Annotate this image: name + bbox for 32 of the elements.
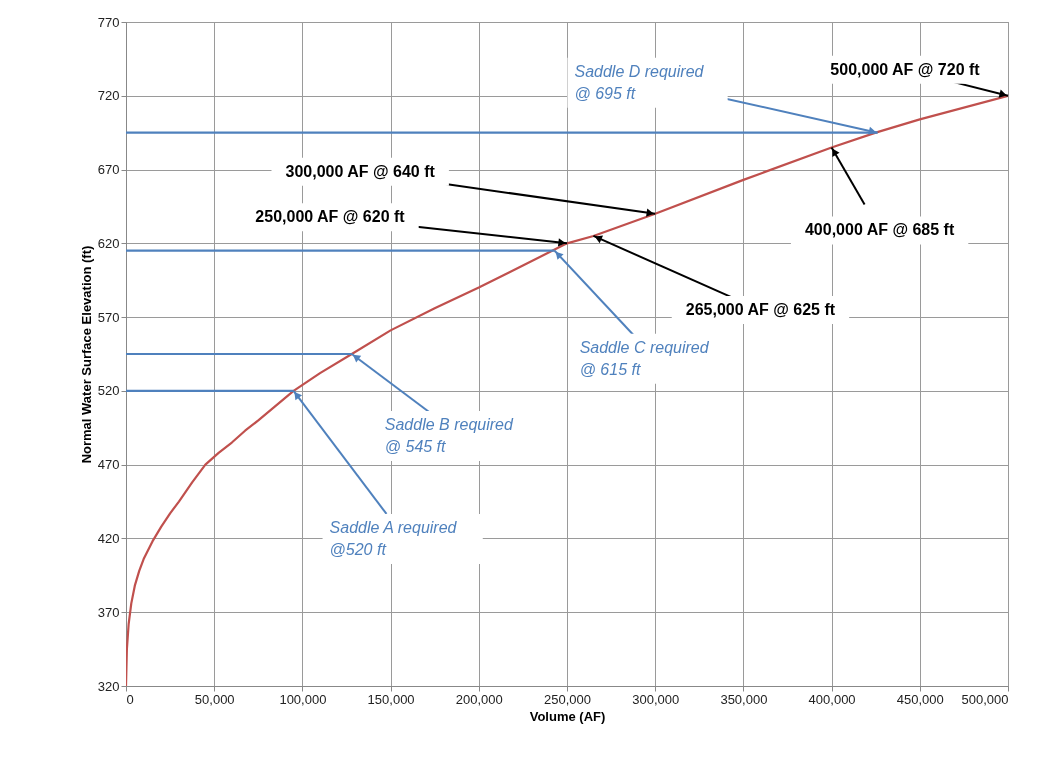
- y-tick-label: 320: [97, 678, 120, 694]
- y-tick-label: 770: [97, 14, 120, 30]
- annotation: Saddle A required @520 ft: [329, 518, 458, 558]
- x-tick-label: 250,000: [544, 691, 591, 707]
- annotation: Saddle C required @ 615 ft: [579, 338, 710, 378]
- annotation: 250,000 AF @ 620 ft: [255, 208, 406, 226]
- annotation: 265,000 AF @ 625 ft: [685, 300, 836, 318]
- annotation: Saddle B required @ 545 ft: [384, 416, 514, 455]
- y-tick-label: 470: [97, 457, 120, 473]
- x-tick-label: 500,000: [961, 691, 1009, 707]
- y-tick-label: 420: [97, 530, 120, 546]
- x-tick-label: 450,000: [896, 691, 944, 707]
- x-tick-label: 300,000: [632, 691, 680, 707]
- y-tick-label: 620: [97, 235, 120, 251]
- y-tick-label: 670: [97, 162, 120, 178]
- annotation: 400,000 AF @ 685 ft: [804, 221, 955, 239]
- x-tick-label: 0: [126, 691, 134, 707]
- y-tick-label: 370: [97, 604, 120, 620]
- x-tick-label: 400,000: [808, 691, 856, 707]
- y-axis-title: Normal Water Surface Elevation (ft): [78, 245, 94, 464]
- y-tick-label: 520: [97, 383, 120, 399]
- x-tick-label: 150,000: [367, 691, 415, 707]
- annotation: 500,000 AF @ 720 ft: [830, 60, 981, 78]
- y-tick-label: 720: [97, 88, 120, 104]
- x-tick-label: 350,000: [720, 691, 768, 707]
- x-tick-label: 200,000: [455, 691, 503, 707]
- annotation: Saddle D required @ 695 ft: [574, 62, 705, 102]
- x-tick-label: 50,000: [194, 691, 235, 707]
- x-axis-title: Volume (AF): [529, 708, 606, 724]
- y-tick-label: 570: [97, 309, 120, 325]
- annotation: 300,000 AF @ 640 ft: [285, 162, 436, 180]
- x-tick-label: 100,000: [279, 691, 327, 707]
